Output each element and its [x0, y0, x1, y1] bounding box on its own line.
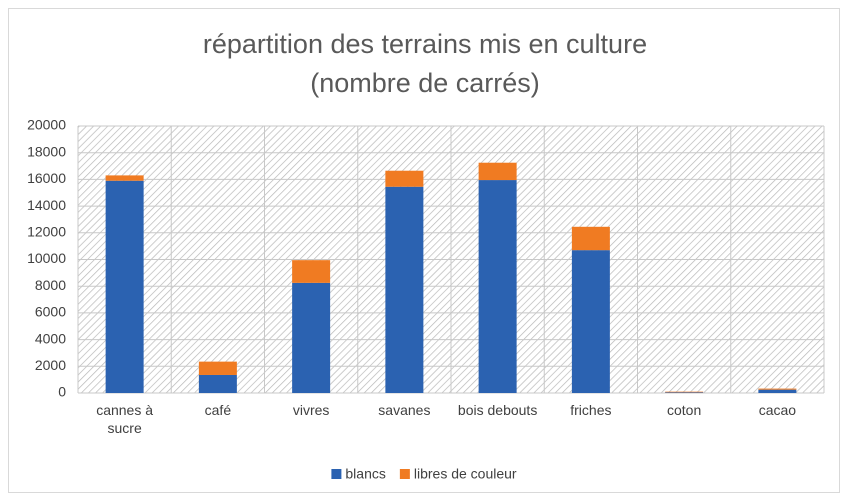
y-tick-label: 2000 [35, 357, 66, 373]
y-tick-label: 4000 [35, 330, 66, 346]
y-tick-label: 18000 [27, 143, 66, 159]
y-tick-label: 0 [58, 384, 66, 400]
y-tick-label: 16000 [27, 170, 66, 186]
bar-segment [385, 186, 424, 393]
x-tick-label-box: cannes à sucre [96, 402, 154, 436]
x-tick-label: vivres [292, 402, 330, 418]
bar-segment [665, 391, 704, 393]
bar-segment [758, 388, 797, 390]
x-tick-label: cacao [758, 402, 797, 418]
y-tick-label: 6000 [35, 304, 66, 320]
bar-segment [478, 162, 517, 181]
bar-segment [105, 180, 144, 393]
bar-segment [665, 392, 704, 393]
legend: blancs libres de couleur [331, 466, 517, 482]
x-tick-label-box: vivres [292, 402, 330, 418]
legend-swatch [399, 469, 410, 479]
x-tick-label: friches [570, 402, 612, 418]
x-tick-label: café [204, 402, 232, 418]
x-tick-label-box: coton [667, 402, 702, 418]
bar-segment [571, 250, 610, 393]
y-tick-label: 14000 [27, 197, 66, 213]
chart-title: répartition des terrains mis en culture [203, 29, 647, 59]
bar-segment [292, 282, 331, 393]
y-tick-label: 10000 [27, 250, 66, 266]
bar-segment [105, 175, 144, 181]
y-tick-label: 20000 [27, 117, 66, 133]
legend-label: libres de couleur [414, 466, 517, 482]
legend-swatch [331, 469, 342, 479]
bar-segment [198, 361, 237, 375]
x-tick-label: savanes [378, 402, 431, 418]
x-tick-label: cannes à sucre [96, 402, 154, 436]
x-tick-label-box: cacao [758, 402, 797, 418]
x-tick-label-box: savanes [378, 402, 431, 418]
bar-segment [478, 180, 517, 393]
x-tick-label: coton [667, 402, 702, 418]
bar-segment [198, 374, 237, 393]
x-tick-label-box: café [204, 402, 232, 418]
y-tick-label: 8000 [35, 277, 66, 293]
bar-segment [385, 170, 424, 187]
bar-segment [571, 226, 610, 251]
y-tick-label: 12000 [27, 224, 66, 240]
x-tick-label: bois debouts [457, 402, 538, 418]
bar-segment [758, 389, 797, 393]
legend-label: blancs [345, 466, 385, 482]
x-tick-label-box: bois debouts [457, 402, 538, 418]
x-tick-label-box: friches [570, 402, 612, 418]
chart-subtitle: (nombre de carrés) [310, 68, 540, 98]
bar-segment [292, 260, 331, 283]
